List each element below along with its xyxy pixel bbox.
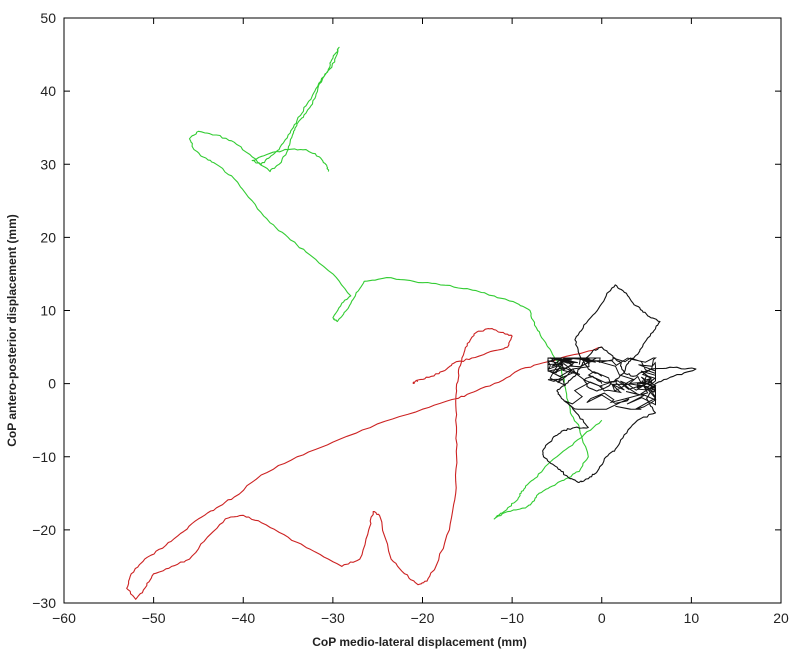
x-axis-ticks: −60 −50 −40 −30 −20 −10 0 10 20	[52, 18, 789, 626]
x-tick-label: −20	[411, 610, 435, 626]
y-tick-label: −10	[32, 449, 56, 465]
y-tick-label: 10	[40, 303, 56, 319]
x-tick-label: −40	[231, 610, 255, 626]
x-tick-label: −60	[52, 610, 76, 626]
y-axis-title: CoP antero-posterior displacement (mm)	[5, 214, 19, 447]
series-line-3	[542, 284, 697, 483]
x-tick-label: −50	[142, 610, 166, 626]
x-axis-title: CoP medio-lateral displacement (mm)	[312, 635, 527, 649]
x-tick-label: −30	[321, 610, 345, 626]
y-tick-label: −30	[32, 595, 56, 611]
series-line-2	[188, 46, 603, 520]
y-axis-ticks: −30 −20 −10 0 10 20 30 40 50	[32, 10, 781, 611]
x-tick-label: 20	[773, 610, 789, 626]
y-tick-label: 20	[40, 229, 56, 245]
series-line-3-cluster	[547, 357, 657, 410]
x-tick-label: −10	[500, 610, 524, 626]
y-tick-label: 0	[48, 376, 56, 392]
y-tick-label: −20	[32, 522, 56, 538]
x-tick-label: 0	[598, 610, 606, 626]
series-line-1	[126, 328, 602, 600]
black-center-cluster	[547, 357, 657, 410]
y-tick-label: 50	[40, 10, 56, 26]
y-tick-label: 30	[40, 156, 56, 172]
plot-lines	[126, 46, 697, 600]
y-tick-label: 40	[40, 83, 56, 99]
x-tick-label: 10	[684, 610, 700, 626]
